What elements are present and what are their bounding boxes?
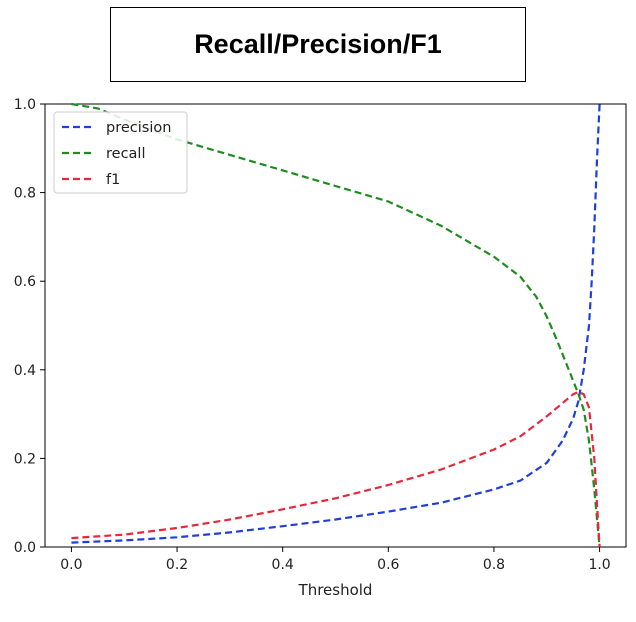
y-tick-label: 0.8 xyxy=(14,186,36,202)
x-tick-label: 0.2 xyxy=(166,557,188,573)
legend-label-f1: f1 xyxy=(106,172,120,188)
x-tick-label: 0.0 xyxy=(60,557,82,573)
chart-title: Recall/Precision/F1 xyxy=(194,29,442,59)
legend: precision recall f1 xyxy=(53,111,188,194)
legend-box xyxy=(53,111,188,194)
x-axis-label: Threshold xyxy=(298,581,373,599)
legend-label-precision: precision xyxy=(106,120,171,136)
series-line-f1 xyxy=(71,390,601,548)
y-tick-label: 0.0 xyxy=(14,540,36,556)
axis-ticks: 0.0 0.2 0.4 0.6 0.8 1.0 0.0 0.2 0.4 0.6 0.8 1.0 xyxy=(14,97,611,573)
series-line-precision xyxy=(71,103,601,544)
x-tick-label: 1.0 xyxy=(588,557,610,573)
x-tick-label: 0.6 xyxy=(377,557,399,573)
chart-title-box: Recall/Precision/F1 xyxy=(110,7,526,82)
y-tick-label: 0.4 xyxy=(14,363,36,379)
plot-frame xyxy=(44,103,627,548)
y-tick-label: 0.6 xyxy=(14,274,36,290)
y-tick-label: 0.2 xyxy=(14,451,36,467)
x-tick-label: 0.4 xyxy=(272,557,294,573)
y-tick-label: 1.0 xyxy=(14,97,36,113)
x-tick-label: 0.8 xyxy=(483,557,505,573)
legend-label-recall: recall xyxy=(106,146,145,162)
